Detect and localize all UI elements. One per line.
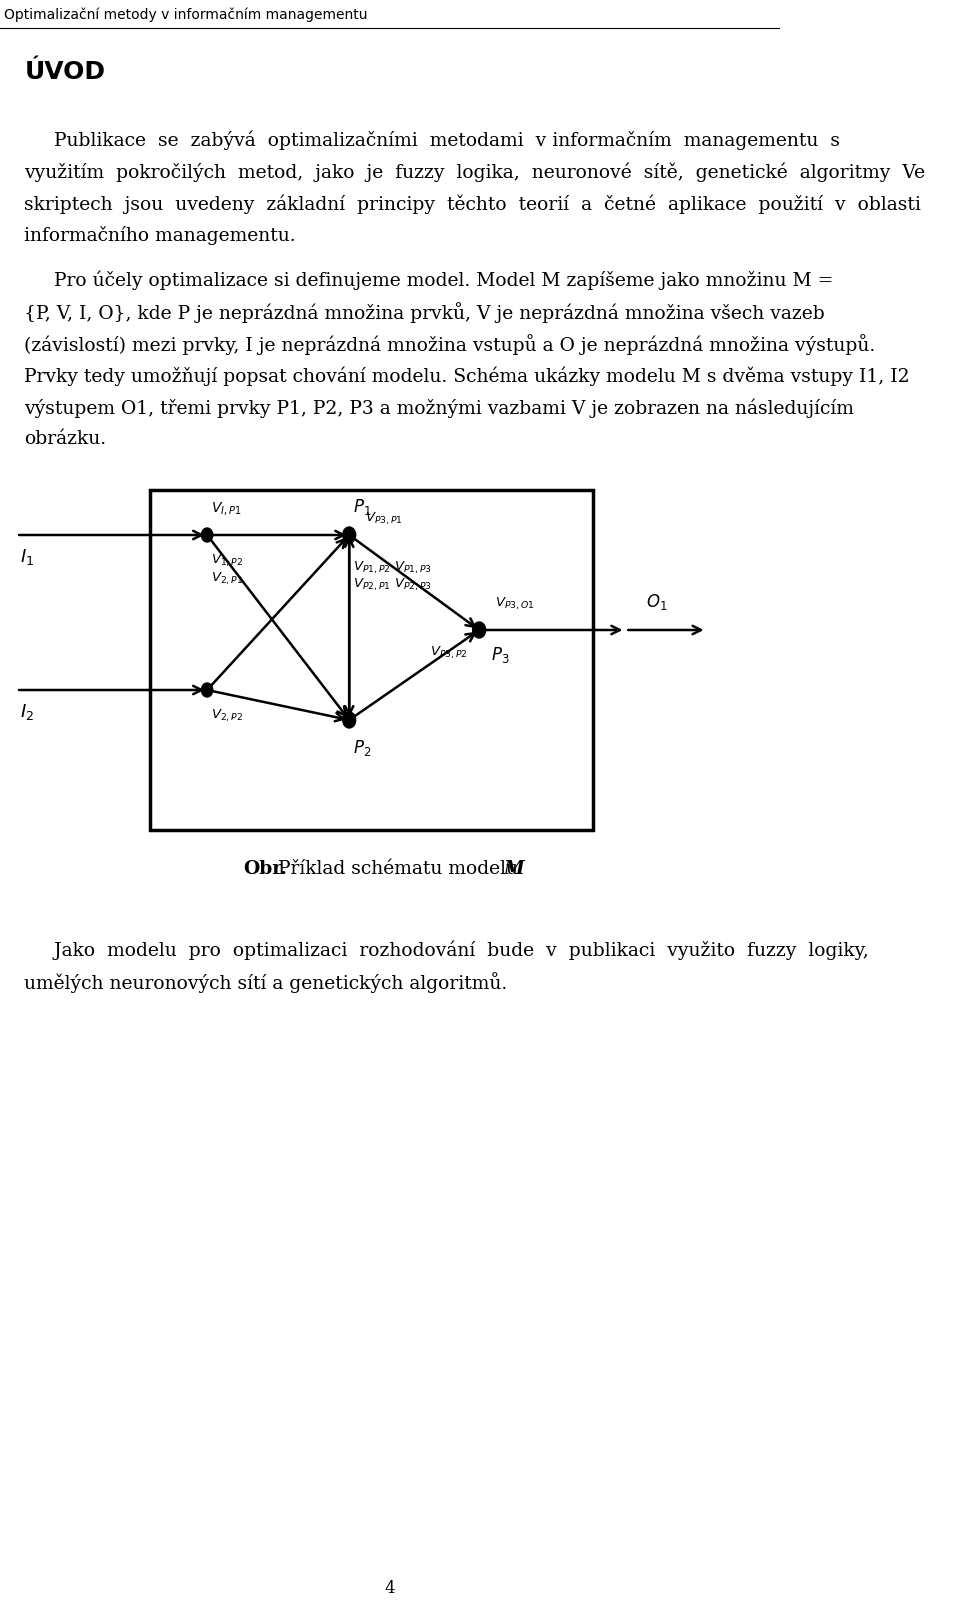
Text: (závislostí) mezi prvky, I je neprázdná množina vstupů a O je neprázdná množina : (závislostí) mezi prvky, I je neprázdná … [24, 334, 876, 355]
Text: $O_1$: $O_1$ [646, 591, 667, 612]
Circle shape [343, 713, 356, 727]
Text: $P_3$: $P_3$ [492, 645, 510, 664]
Circle shape [202, 528, 213, 543]
Text: $P_2$: $P_2$ [353, 739, 372, 758]
Text: Jako  modelu  pro  optimalizaci  rozhodování  bude  v  publikaci  využito  fuzzy: Jako modelu pro optimalizaci rozhodování… [24, 940, 869, 959]
Circle shape [472, 622, 486, 638]
Text: obrázku.: obrázku. [24, 429, 107, 449]
Text: Optimalizační metody v informačním managementu: Optimalizační metody v informačním manag… [4, 8, 368, 23]
Circle shape [343, 526, 356, 543]
Text: umělých neuronových sítí a genetických algoritmů.: umělých neuronových sítí a genetických a… [24, 972, 508, 993]
Text: $V_{P1,P3}$: $V_{P1,P3}$ [394, 561, 432, 577]
Text: $V_{P3,P1}$: $V_{P3,P1}$ [366, 510, 403, 526]
Text: $V_{P1,P2}$: $V_{P1,P2}$ [353, 561, 391, 577]
Text: $V_{P2,P1}$: $V_{P2,P1}$ [353, 577, 391, 593]
Text: výstupem O1, třemi prvky P1, P2, P3 a možnými vazbami V je zobrazen na následují: výstupem O1, třemi prvky P1, P2, P3 a mo… [24, 399, 854, 418]
Text: $V_{P3,P2}$: $V_{P3,P2}$ [430, 645, 468, 661]
Text: $V_{P3,O1}$: $V_{P3,O1}$ [495, 596, 535, 612]
Bar [151, 489, 593, 829]
Text: $V_{I,P1}$: $V_{I,P1}$ [211, 501, 242, 517]
Text: Příklad schématu modelu: Příklad schématu modelu [272, 860, 524, 878]
Text: Pro účely optimalizace si definujeme model. Model M zapíšeme jako množinu M =: Pro účely optimalizace si definujeme mod… [24, 271, 833, 290]
Text: $V_{P2,P3}$: $V_{P2,P3}$ [394, 577, 432, 593]
Text: Publikace  se  zabývá  optimalizačními  metodami  v informačním  managementu  s: Publikace se zabývá optimalizačními meto… [24, 130, 840, 149]
Text: Prvky tedy umožňují popsat chování modelu. Schéma ukázky modelu M s dvěma vstupy: Prvky tedy umožňují popsat chování model… [24, 366, 910, 386]
Text: 4: 4 [385, 1580, 396, 1597]
Text: $V_{1,P2}$: $V_{1,P2}$ [211, 552, 244, 569]
Text: {P, V, I, O}, kde P je neprázdná množina prvků, V je neprázdná množina všech vaz: {P, V, I, O}, kde P je neprázdná množina… [24, 301, 825, 322]
Text: $I_1$: $I_1$ [20, 548, 35, 567]
Circle shape [202, 684, 213, 697]
Text: Obr.: Obr. [244, 860, 287, 878]
Text: $P_1$: $P_1$ [353, 497, 372, 517]
Text: skriptech  jsou  uvedeny  základní  principy  těchto  teorií  a  četné  aplikace: skriptech jsou uvedeny základní principy… [24, 194, 922, 214]
Text: ÚVOD: ÚVOD [24, 60, 106, 84]
Text: $I_2$: $I_2$ [20, 701, 35, 723]
Text: $V_{2,P1}$: $V_{2,P1}$ [211, 570, 244, 588]
Text: informačního managementu.: informačního managementu. [24, 227, 296, 245]
Text: M: M [503, 860, 524, 878]
Text: $V_{2,P2}$: $V_{2,P2}$ [211, 708, 244, 724]
Text: využitím  pokročilých  metod,  jako  je  fuzzy  logika,  neuronové  sítě,  genet: využitím pokročilých metod, jako je fuzz… [24, 162, 925, 181]
